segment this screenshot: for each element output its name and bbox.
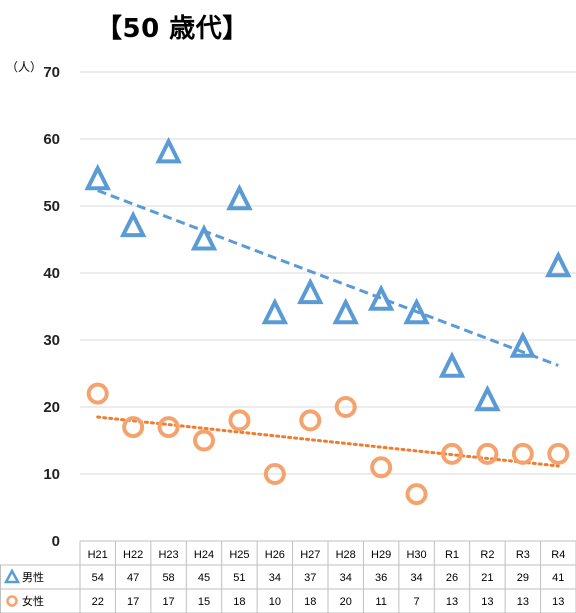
x-tick-label: H26 <box>265 549 285 561</box>
table-cell: 34 <box>410 572 422 584</box>
x-tick-label: H24 <box>194 549 214 561</box>
table-cell: 20 <box>340 596 352 608</box>
x-tick-label: R4 <box>551 549 565 561</box>
data-point-female <box>511 442 534 465</box>
table-cell: 47 <box>127 572 139 584</box>
y-axis-tick-labels: 0 10 20 30 40 50 60 70 <box>43 64 60 550</box>
data-point-female <box>547 442 570 465</box>
trendlines <box>96 189 560 468</box>
legend-circle-icon <box>6 595 18 607</box>
data-point-female <box>334 396 357 418</box>
table-cell: 13 <box>481 596 493 608</box>
data-point-male <box>119 210 147 238</box>
table-cell: 17 <box>162 596 174 608</box>
x-tick-label: R3 <box>516 549 530 561</box>
x-tick-label: H22 <box>123 549 143 561</box>
trendline-female <box>96 415 560 468</box>
x-tick-label: H23 <box>158 549 178 561</box>
x-tick-label: H25 <box>229 549 249 561</box>
data-point-male <box>403 297 430 325</box>
legend-triangle-icon <box>3 568 21 584</box>
table-cell: 29 <box>517 572 529 584</box>
data-point-female <box>476 442 499 465</box>
x-tick-label: H29 <box>371 549 391 561</box>
series-label: 女性 <box>22 594 44 608</box>
y-tick-label: 0 <box>52 533 60 550</box>
x-tick-label: H28 <box>336 549 356 561</box>
x-tick-label: H30 <box>406 549 426 561</box>
data-markers <box>84 136 572 506</box>
table-cell: 7 <box>414 596 420 608</box>
table-cell: 22 <box>92 596 104 608</box>
data-point-male <box>84 163 111 191</box>
data-point-female <box>86 382 109 405</box>
table-cell: 51 <box>233 572 245 584</box>
table-cell: 21 <box>481 572 493 584</box>
data-point-female <box>157 416 180 439</box>
y-tick-label: 10 <box>43 466 60 483</box>
data-point-male <box>438 351 466 378</box>
data-table: H21 H22 H23 H24 H25 H26 H27 H28 H29 H30 R1 R2 R3 R4 男性… <box>0 540 576 613</box>
x-tick-label: H21 <box>88 549 108 561</box>
table-cell: 36 <box>375 572 387 584</box>
table-cell: 41 <box>552 572 564 584</box>
data-point-male <box>509 331 537 358</box>
data-point-male <box>297 277 324 305</box>
data-point-male <box>545 250 572 278</box>
table-cell: 15 <box>198 596 210 608</box>
data-point-male <box>367 284 395 311</box>
data-point-male <box>474 384 501 412</box>
y-tick-label: 50 <box>43 198 60 215</box>
data-point-female <box>122 416 145 439</box>
table-cell: 58 <box>162 572 174 584</box>
table-cell: 18 <box>233 596 245 608</box>
table-cell: 11 <box>375 596 386 608</box>
y-tick-label: 20 <box>43 399 60 416</box>
series-label: 男性 <box>22 570 44 584</box>
table-cell: 26 <box>446 572 458 584</box>
chart-title: 【50 歳代】 <box>96 14 249 44</box>
table-cell: 10 <box>269 596 281 608</box>
data-point-female <box>441 442 463 465</box>
data-point-male <box>226 183 253 211</box>
table-cell: 54 <box>92 572 104 584</box>
x-tick-label: R1 <box>445 549 459 561</box>
y-tick-label: 60 <box>43 131 60 148</box>
y-axis-unit-label: （人） <box>6 60 43 74</box>
data-point-female <box>370 456 393 479</box>
table-cell: 17 <box>127 596 139 608</box>
table-cell: 18 <box>304 596 316 608</box>
table-cell: 34 <box>269 572 281 584</box>
data-point-female <box>193 429 215 452</box>
data-point-female <box>299 409 322 432</box>
trendline-male <box>97 189 559 367</box>
table-cell: 13 <box>446 596 458 608</box>
table-cell: 13 <box>517 596 529 608</box>
table-cell: 34 <box>340 572 352 584</box>
x-tick-label: H27 <box>300 549 320 561</box>
table-cell: 37 <box>304 572 316 584</box>
table-cell: 13 <box>552 596 564 608</box>
gridlines <box>80 71 576 475</box>
data-point-male <box>190 224 218 251</box>
y-tick-label: 40 <box>43 265 60 282</box>
y-tick-label: 70 <box>43 64 60 81</box>
data-point-male <box>261 297 289 325</box>
data-point-male <box>155 136 182 164</box>
y-tick-label: 30 <box>43 332 60 349</box>
table-cell: 45 <box>198 572 210 584</box>
data-point-female <box>405 483 428 506</box>
data-point-male <box>332 297 359 325</box>
data-point-female <box>228 409 251 432</box>
data-point-female <box>263 463 286 485</box>
x-tick-label: R2 <box>480 549 494 561</box>
